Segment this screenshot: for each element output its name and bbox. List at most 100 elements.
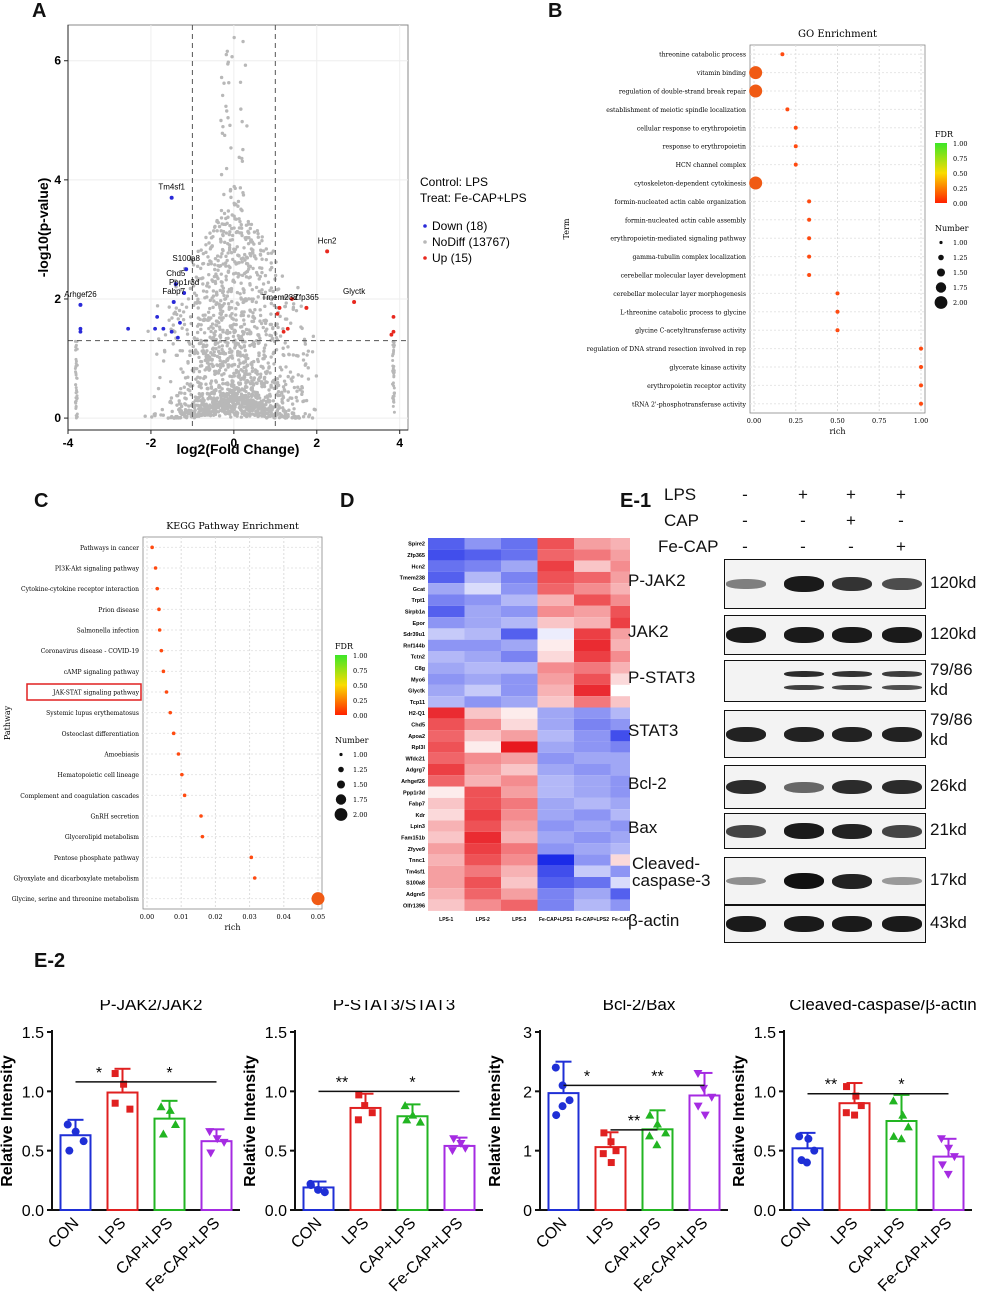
nodiff-point	[219, 118, 223, 123]
heatmap-cell	[574, 764, 611, 776]
y-tick-label: 0.0	[265, 1203, 287, 1220]
nodiff-point	[260, 380, 264, 384]
number-legend-title: Number	[935, 224, 969, 233]
nodiff-point	[171, 323, 176, 327]
nodiff-point	[223, 382, 228, 386]
data-point	[661, 1128, 671, 1137]
heatmap-cell	[610, 560, 630, 572]
x-tick-label: 0.04	[277, 913, 291, 921]
data-point	[460, 1144, 470, 1153]
y-tick-label: 0	[54, 411, 61, 425]
nodiff-point	[205, 290, 209, 294]
term-label: Complement and coagulation cascades	[20, 793, 139, 800]
blot-band	[832, 873, 872, 889]
nodiff-point	[247, 236, 251, 240]
heatmap-cell	[464, 662, 501, 674]
heatmap-cell	[501, 571, 538, 584]
down-point	[169, 329, 174, 334]
nodiff-point	[226, 116, 230, 120]
heatmap-cell	[537, 560, 574, 572]
nodiff-point	[224, 274, 228, 279]
heatmap-cell	[464, 843, 501, 855]
data-point	[449, 1135, 459, 1144]
nodiff-point	[211, 289, 216, 293]
down-point	[182, 291, 187, 296]
nodiff-point	[258, 252, 263, 256]
blot-band	[882, 671, 922, 677]
nodiff-point	[182, 322, 187, 327]
nodiff-point	[286, 390, 291, 394]
gene-label: Glyctk	[343, 287, 366, 296]
up-point	[325, 249, 330, 254]
chart-title: P-JAK2/JAK2	[100, 1000, 203, 1014]
data-point	[693, 1070, 703, 1079]
molecular-weight-label: 43kd	[930, 913, 967, 932]
nodiff-point	[205, 361, 210, 365]
nodiff-point	[233, 186, 237, 191]
nodiff-point	[269, 301, 274, 306]
nodiff-point	[199, 359, 204, 364]
nodiff-point	[263, 370, 268, 374]
nodiff-point	[260, 288, 264, 292]
nodiff-point	[238, 80, 243, 84]
data-point	[212, 1135, 222, 1144]
heatmap-cell	[428, 775, 465, 787]
term-label: response to erythropoietin	[663, 144, 747, 151]
nodiff-point	[213, 411, 217, 416]
heatmap-cell	[610, 854, 630, 866]
nodiff-point	[239, 388, 243, 392]
heatmap-cell	[501, 684, 538, 697]
down-point	[78, 329, 83, 334]
gene-label: Chd5	[166, 269, 186, 278]
nodiff-point	[158, 375, 162, 380]
nodiff-point	[283, 317, 288, 321]
heatmap-cell	[610, 820, 630, 832]
heatmap-cell	[501, 797, 538, 810]
nodiff-point	[246, 314, 251, 318]
nodiff-point	[234, 306, 238, 311]
nodiff-point	[224, 313, 228, 318]
nodiff-point	[256, 295, 260, 299]
legend-down-marker	[423, 224, 427, 228]
nodiff-point	[223, 404, 227, 408]
nodiff-point	[204, 250, 208, 255]
heatmap-cell	[501, 752, 538, 764]
heatmap-cell	[428, 730, 465, 742]
gene-label: Tmem238	[261, 293, 298, 302]
heatmap-cell	[428, 605, 465, 618]
nodiff-point	[260, 401, 264, 405]
term-label: Systemic lupus erythematosus	[46, 710, 139, 717]
nodiff-point	[287, 408, 291, 412]
nodiff-point	[196, 399, 200, 403]
nodiff-point	[201, 262, 205, 266]
enrichment-dot	[159, 648, 164, 653]
heatmap-cell	[501, 549, 538, 561]
nodiff-point	[172, 312, 176, 316]
nodiff-point	[295, 389, 299, 393]
legend-up-label: Up (15)	[432, 251, 472, 265]
nodiff-point	[74, 396, 78, 400]
heatmap-cell	[428, 571, 465, 584]
nodiff-point	[217, 414, 222, 418]
term-label: Prion disease	[98, 607, 139, 614]
nodiff-point	[267, 388, 271, 392]
bar	[932, 1155, 965, 1212]
significance-label: **	[825, 1077, 837, 1094]
nodiff-point	[211, 279, 215, 284]
nodiff-point	[241, 190, 245, 195]
enrichment-dot	[176, 752, 181, 756]
nodiff-point	[226, 363, 231, 368]
heatmap-cell	[464, 605, 501, 618]
heatmap-cell	[610, 628, 630, 640]
nodiff-point	[227, 409, 231, 413]
nodiff-point	[284, 365, 288, 369]
gene-label: Arhgef26	[64, 290, 97, 299]
data-point	[400, 1101, 410, 1110]
heatmap-cell	[464, 730, 501, 742]
heatmap-cell	[501, 854, 538, 866]
heatmap-cell	[574, 662, 611, 674]
heatmap-cell	[574, 888, 611, 900]
nodiff-point	[226, 290, 230, 294]
nodiff-point	[264, 247, 269, 251]
